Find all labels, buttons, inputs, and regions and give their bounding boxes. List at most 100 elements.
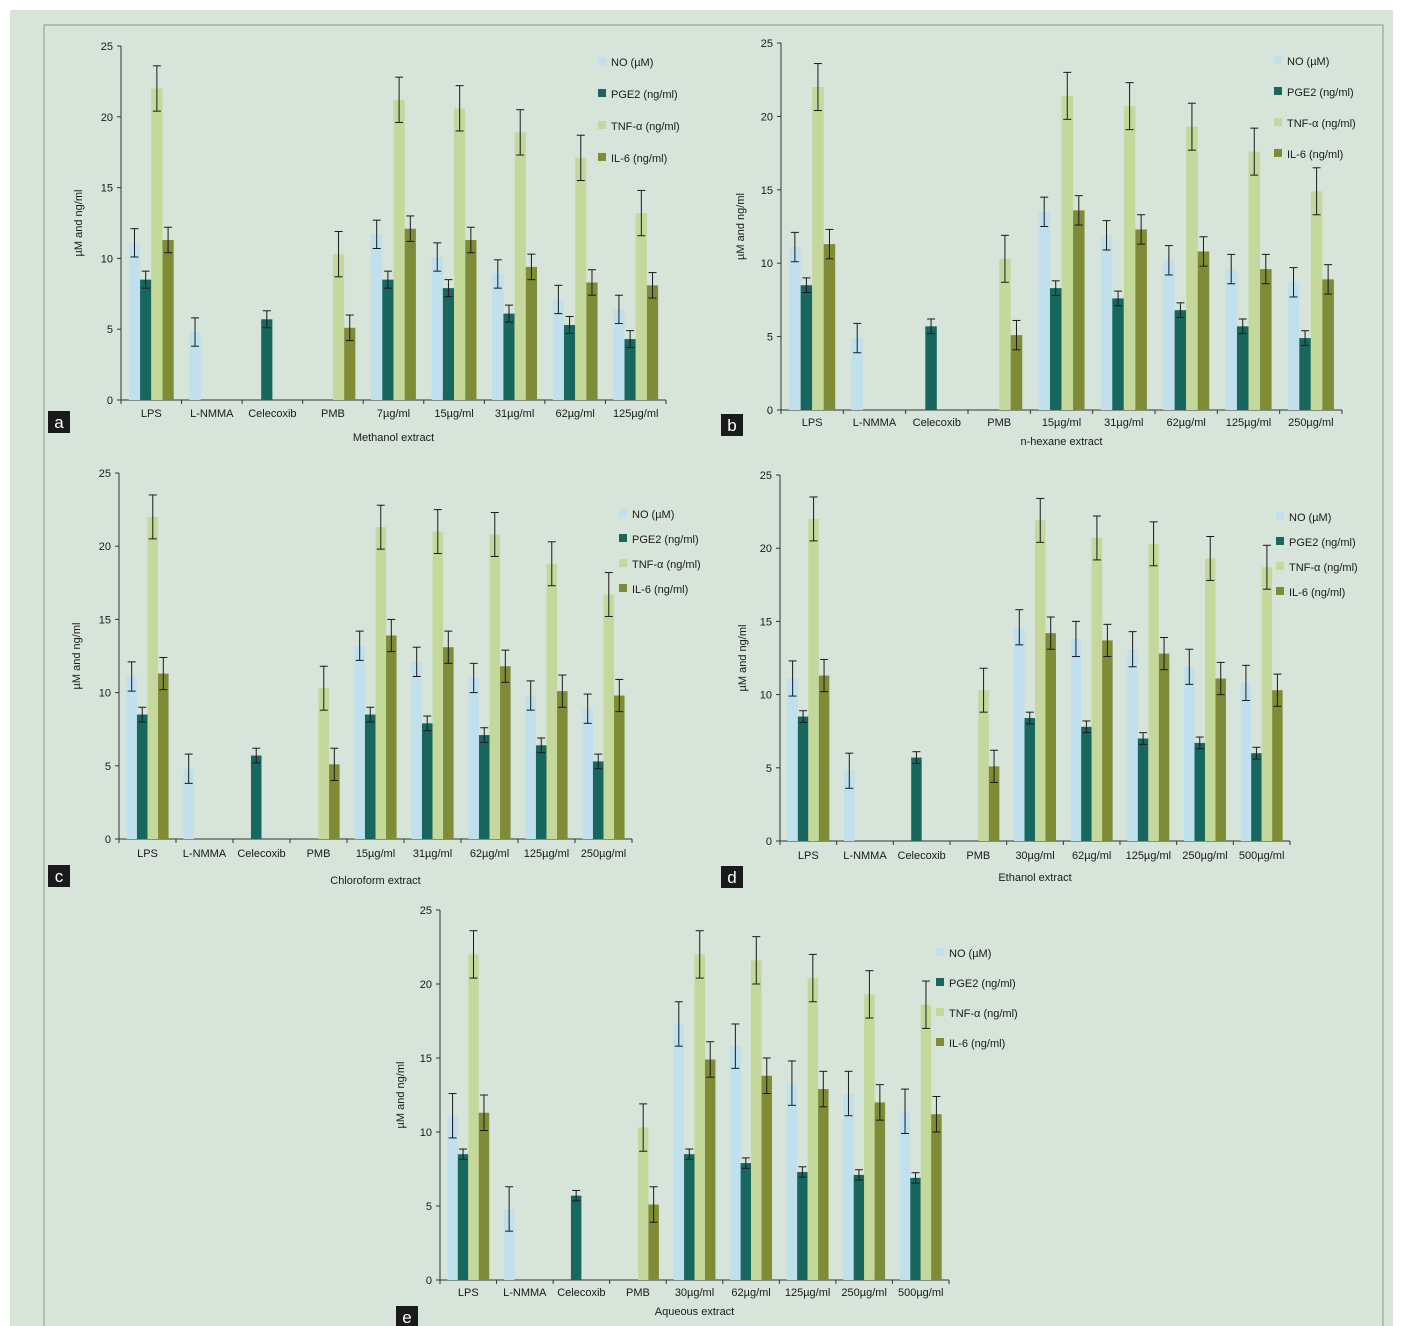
y-tick-label: 0 [107,395,113,407]
bar [844,770,855,841]
bar [823,244,836,410]
bar [614,695,625,839]
bar [1061,95,1074,411]
legend-swatch [1274,118,1282,126]
bar [582,708,593,839]
x-tick-label: 125µg/ml [1126,850,1171,862]
bar [468,954,479,1280]
y-tick-label: 20 [99,541,111,553]
legend-swatch [936,1008,944,1016]
bar [874,1102,886,1280]
y-tick-label: 15 [760,616,772,628]
bar [404,228,416,400]
bar [740,1163,752,1280]
bar [786,1083,798,1280]
x-tick-label: LPS [458,1287,479,1299]
y-tick-label: 10 [760,690,772,702]
legend-swatch [1276,537,1284,545]
x-tick-label: 125µg/ml [1226,417,1271,429]
bar [1287,282,1300,410]
bar [563,324,576,400]
bar [1261,567,1273,841]
x-tick-label: L-NMMA [843,850,887,862]
bar [382,279,394,400]
legend-swatch [619,534,627,542]
bar [1049,288,1062,410]
bar [797,716,809,841]
x-tick-label: PMB [987,417,1011,429]
bar [787,678,798,841]
x-tick-label: 30µg/ml [675,1287,714,1299]
x-tick-label: LPS [802,417,823,429]
bar [158,673,169,839]
x-tick-label: 31µg/ml [495,408,534,420]
x-tick-label: 30µg/ml [1015,850,1054,862]
bar [442,288,455,400]
bar [432,531,444,839]
bar [1135,229,1147,410]
bar [864,994,875,1280]
y-tick-label: 10 [420,1127,432,1139]
panel-label-box [721,866,743,888]
legend-entry: IL-6 (ng/ml) [1287,149,1343,161]
bar [492,273,504,400]
y-axis-label: µM and ng/ml [735,193,747,260]
y-tick-label: 20 [761,111,773,123]
x-tick-label: Celecoxib [557,1287,605,1299]
bar [478,735,490,839]
bar [1251,753,1262,841]
bar [1197,251,1210,410]
legend: NO (µM) PGE2 (ng/ml) TNF-α (ng/ml) IL-6 (ng… [619,509,701,596]
bar [988,766,1000,841]
bar [261,319,273,400]
x-tick-label: L-NMMA [190,408,234,420]
legend-entry: PGE2 (ng/ml) [1287,87,1354,99]
bar [978,690,989,841]
x-tick-label: LPS [137,848,158,860]
y-tick-label: 15 [101,183,113,195]
bar [1194,742,1205,841]
bar [525,695,536,839]
bar [1070,638,1082,841]
panel-label-box [396,1306,418,1326]
bar [147,516,159,839]
bar [592,761,604,839]
legend-swatch [1274,87,1282,95]
x-tick-label: 62µg/ml [1072,850,1111,862]
x-tick-label: 31µg/ml [1104,417,1143,429]
legend-entry: NO (µM) [632,509,674,521]
legend-entry: IL-6 (ng/ml) [949,1038,1005,1050]
legend: NO (µM) PGE2 (ng/ml) TNF-α (ng/ml) IL-6 (ng… [1274,56,1356,161]
bar [128,242,141,400]
x-tick-label: Celecoxib [248,408,296,420]
bar [999,258,1011,410]
bar [1091,537,1103,841]
bar [694,954,705,1280]
bar [1035,520,1046,841]
y-tick-label: 5 [767,332,773,344]
bar [646,285,659,400]
bar [586,282,598,400]
y-tick-label: 0 [766,836,772,848]
bar [1073,210,1085,410]
bar [1137,738,1149,841]
bar [500,666,511,839]
x-tick-label: L-NMMA [183,848,227,860]
bar [447,1115,458,1280]
legend-swatch [936,948,944,956]
x-tick-label: 62µg/ml [731,1287,770,1299]
bar [637,1127,649,1280]
chart-panel-c: 0 5 10 15 20 25 LPS L-NMMA Celecoxib PMB 15µg/ml 31… [48,468,701,887]
bar [910,1177,921,1280]
legend-swatch [619,559,627,567]
bar [812,87,824,410]
bar [613,309,625,400]
legend-swatch [1276,512,1284,520]
bar [1045,633,1056,841]
bar [920,1004,932,1280]
bar [1102,640,1113,841]
bar [371,234,383,400]
bar [761,1075,772,1280]
bar [751,960,762,1280]
